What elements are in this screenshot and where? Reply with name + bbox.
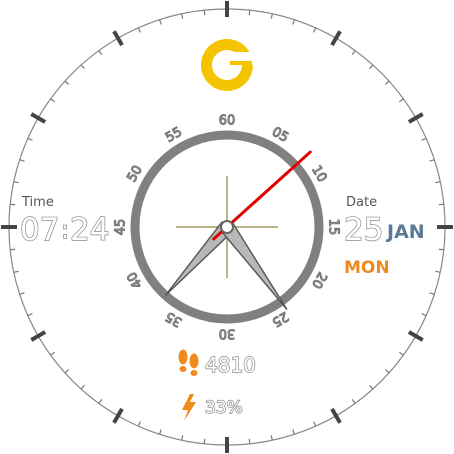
- bezel-minute-tick: [369, 384, 374, 390]
- ring-number: 60: [219, 114, 236, 129]
- bezel-minute-tick: [435, 181, 441, 184]
- bezel-minute-tick: [181, 13, 184, 19]
- bezel-minute-tick: [64, 369, 70, 374]
- date-month: JAN: [385, 221, 425, 243]
- hands: [164, 150, 312, 310]
- bezel-minute-tick: [137, 421, 141, 427]
- bezel-minute-tick: [398, 351, 404, 356]
- bezel-minute-tick: [421, 137, 427, 141]
- time-hours: 07: [20, 212, 59, 248]
- bezel-hour-tick: [112, 30, 124, 47]
- bezel-minute-tick: [203, 10, 206, 16]
- bezel-hour-tick: [30, 330, 47, 342]
- lightning-icon: [182, 394, 196, 421]
- bezel-minute-tick: [313, 27, 317, 33]
- bezel-minute-tick: [50, 98, 56, 103]
- bezel-minute-tick: [203, 438, 206, 444]
- minute-hand: [220, 222, 288, 310]
- bezel-minute-tick: [270, 435, 273, 441]
- bezel-minute-tick: [27, 137, 33, 141]
- date-weekday: MON: [344, 258, 390, 278]
- bezel-minute-tick: [292, 19, 295, 25]
- bezel-minute-tick: [384, 80, 390, 85]
- bezel-minute-tick: [435, 270, 441, 273]
- bezel-hour-tick: [330, 407, 342, 424]
- bezel-minute-tick: [313, 421, 317, 427]
- ring-number: 45: [114, 219, 129, 236]
- bezel-minute-tick: [429, 159, 435, 162]
- bezel-minute-tick: [398, 98, 404, 103]
- ring-number: 30: [219, 326, 236, 341]
- bezel-minute-tick: [98, 398, 103, 404]
- center-cap: [220, 220, 234, 234]
- bezel-minute-tick: [384, 369, 390, 374]
- footprints-icon: [178, 349, 199, 376]
- bezel-minute-tick: [351, 398, 356, 404]
- bezel-minute-tick: [98, 50, 103, 56]
- bezel-minute-tick: [27, 313, 33, 317]
- bezel-minute-tick: [429, 292, 435, 295]
- bezel-hour-tick: [407, 112, 424, 124]
- bezel-minute-tick: [292, 429, 295, 435]
- bezel-minute-tick: [159, 19, 162, 25]
- bezel-minute-tick: [181, 435, 184, 441]
- bezel-minute-tick: [19, 159, 25, 162]
- bezel-minute-tick: [10, 248, 16, 251]
- inner-dial-ring: [130, 130, 324, 324]
- battery-value: 33%: [205, 398, 243, 418]
- bezel-hour-tick: [407, 330, 424, 342]
- bezel-minute-tick: [13, 270, 19, 273]
- bezel-minute-tick: [19, 292, 25, 295]
- bezel-minute-tick: [421, 313, 427, 317]
- bezel-minute-tick: [248, 10, 251, 16]
- bezel-hour-tick: [30, 112, 47, 124]
- bezel-minute-tick: [64, 80, 70, 85]
- bezel-minute-tick: [159, 429, 162, 435]
- ring-number: 15: [326, 219, 341, 236]
- date-label: Date: [346, 195, 377, 210]
- bezel-minute-tick: [80, 64, 85, 70]
- g-logo-icon: [201, 39, 257, 91]
- bezel-hour-tick: [112, 407, 124, 424]
- bezel-minute-tick: [10, 203, 16, 206]
- bezel-minute-tick: [369, 64, 374, 70]
- bezel-minute-tick: [351, 50, 356, 56]
- bezel-minute-tick: [438, 203, 444, 206]
- bezel-minute-tick: [50, 351, 56, 356]
- bezel-minute-tick: [80, 384, 85, 390]
- date-day: 25: [344, 212, 383, 248]
- bezel-minute-tick: [438, 248, 444, 251]
- bezel-minute-tick: [270, 13, 273, 19]
- bezel-minute-tick: [248, 438, 251, 444]
- bezel-minute-tick: [13, 181, 19, 184]
- time-minutes: 24: [70, 212, 109, 248]
- steps-value: 4810: [205, 353, 256, 377]
- bezel-minute-tick: [137, 27, 141, 33]
- time-label: Time: [21, 195, 54, 210]
- bezel-hour-tick: [330, 30, 342, 47]
- time-separator: :: [61, 216, 69, 244]
